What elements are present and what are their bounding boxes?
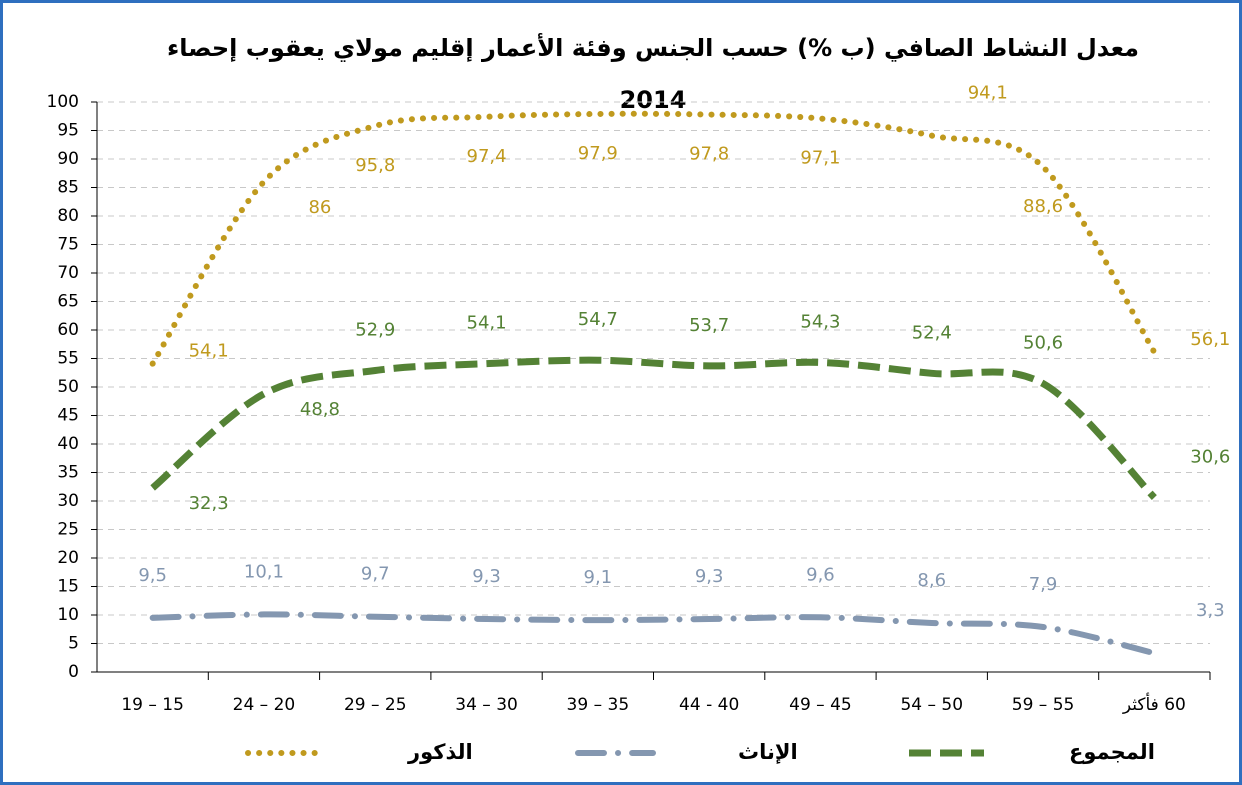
data-label: 3,3 xyxy=(1196,600,1225,621)
x-tick-label: 15 – 19 xyxy=(121,695,184,715)
data-label: 7,9 xyxy=(1029,574,1058,595)
y-tick-label: 40 xyxy=(57,434,79,454)
x-tick-label: 55 – 59 xyxy=(1012,695,1075,715)
y-tick-label: 5 xyxy=(68,634,79,654)
data-label: 9,3 xyxy=(472,566,501,587)
data-label: 53,7 xyxy=(689,315,729,336)
y-tick-label: 30 xyxy=(57,491,79,511)
data-label: 95,8 xyxy=(355,155,395,176)
x-tick-label: 25 – 29 xyxy=(344,695,407,715)
y-tick-label: 25 xyxy=(57,520,79,540)
chart-title: معدل النشاط الصافي (ب %) حسب الجنس وفئة … xyxy=(167,33,1139,62)
chart: معدل النشاط الصافي (ب %) حسب الجنس وفئة … xyxy=(47,33,1231,764)
x-tick-label: 45 – 49 xyxy=(789,695,852,715)
data-label: 97,4 xyxy=(467,146,507,167)
legend-label: الإناث xyxy=(738,740,798,764)
data-label: 32,3 xyxy=(189,493,229,514)
y-tick-label: 50 xyxy=(57,377,79,397)
data-label: 52,4 xyxy=(912,322,952,343)
y-tick-label: 80 xyxy=(57,206,79,226)
data-label: 97,9 xyxy=(578,143,618,164)
data-label: 56,1 xyxy=(1190,329,1230,350)
legend-label: المجموع xyxy=(1069,740,1155,764)
data-label: 54,3 xyxy=(800,311,840,332)
y-tick-label: 45 xyxy=(57,406,79,426)
data-label: 9,7 xyxy=(361,564,390,585)
data-label: 86 xyxy=(308,197,331,218)
y-tick-label: 20 xyxy=(57,548,79,568)
data-label: 9,1 xyxy=(584,567,613,588)
data-label: 9,5 xyxy=(138,565,167,586)
y-tick-label: 10 xyxy=(57,605,79,625)
y-tick-label: 15 xyxy=(57,577,79,597)
x-tick-label: 40 - 44 xyxy=(679,695,739,715)
data-label: 30,6 xyxy=(1190,447,1230,468)
y-tick-label: 100 xyxy=(47,92,79,112)
x-tick-label: 20 – 24 xyxy=(233,695,296,715)
y-tick-label: 95 xyxy=(57,121,79,141)
data-label: 54,7 xyxy=(578,309,618,330)
data-label: 52,9 xyxy=(355,319,395,340)
data-label: 97,1 xyxy=(800,148,840,169)
y-tick-label: 55 xyxy=(57,349,79,369)
data-label: 10,1 xyxy=(244,561,284,582)
data-label: 50,6 xyxy=(1023,333,1063,354)
data-label: 8,6 xyxy=(917,570,946,591)
y-tick-label: 35 xyxy=(57,463,79,483)
legend-label: الذكور xyxy=(407,740,473,764)
series-line xyxy=(149,611,1158,657)
y-tick-label: 75 xyxy=(57,235,79,255)
series-line xyxy=(149,110,1158,367)
y-tick-label: 65 xyxy=(57,292,79,312)
x-tick-label: 60 فأكثر xyxy=(1122,692,1186,715)
data-label: 48,8 xyxy=(300,399,340,420)
y-tick-label: 85 xyxy=(57,178,79,198)
y-tick-label: 60 xyxy=(57,320,79,340)
y-tick-label: 0 xyxy=(68,662,79,682)
y-tick-label: 70 xyxy=(57,263,79,283)
data-label: 88,6 xyxy=(1023,196,1063,217)
series-line xyxy=(150,356,1157,501)
x-tick-label: 50 – 54 xyxy=(900,695,963,715)
data-label: 97,8 xyxy=(689,144,729,165)
data-label: 54,1 xyxy=(467,313,507,334)
data-label: 9,6 xyxy=(806,564,835,585)
data-label: 9,3 xyxy=(695,566,724,587)
data-label: 94,1 xyxy=(968,83,1008,104)
data-label: 54,1 xyxy=(189,341,229,362)
x-tick-label: 35 – 39 xyxy=(567,695,630,715)
chart-subtitle: 2014 xyxy=(620,86,687,114)
y-tick-label: 90 xyxy=(57,149,79,169)
x-tick-label: 30 – 34 xyxy=(455,695,518,715)
